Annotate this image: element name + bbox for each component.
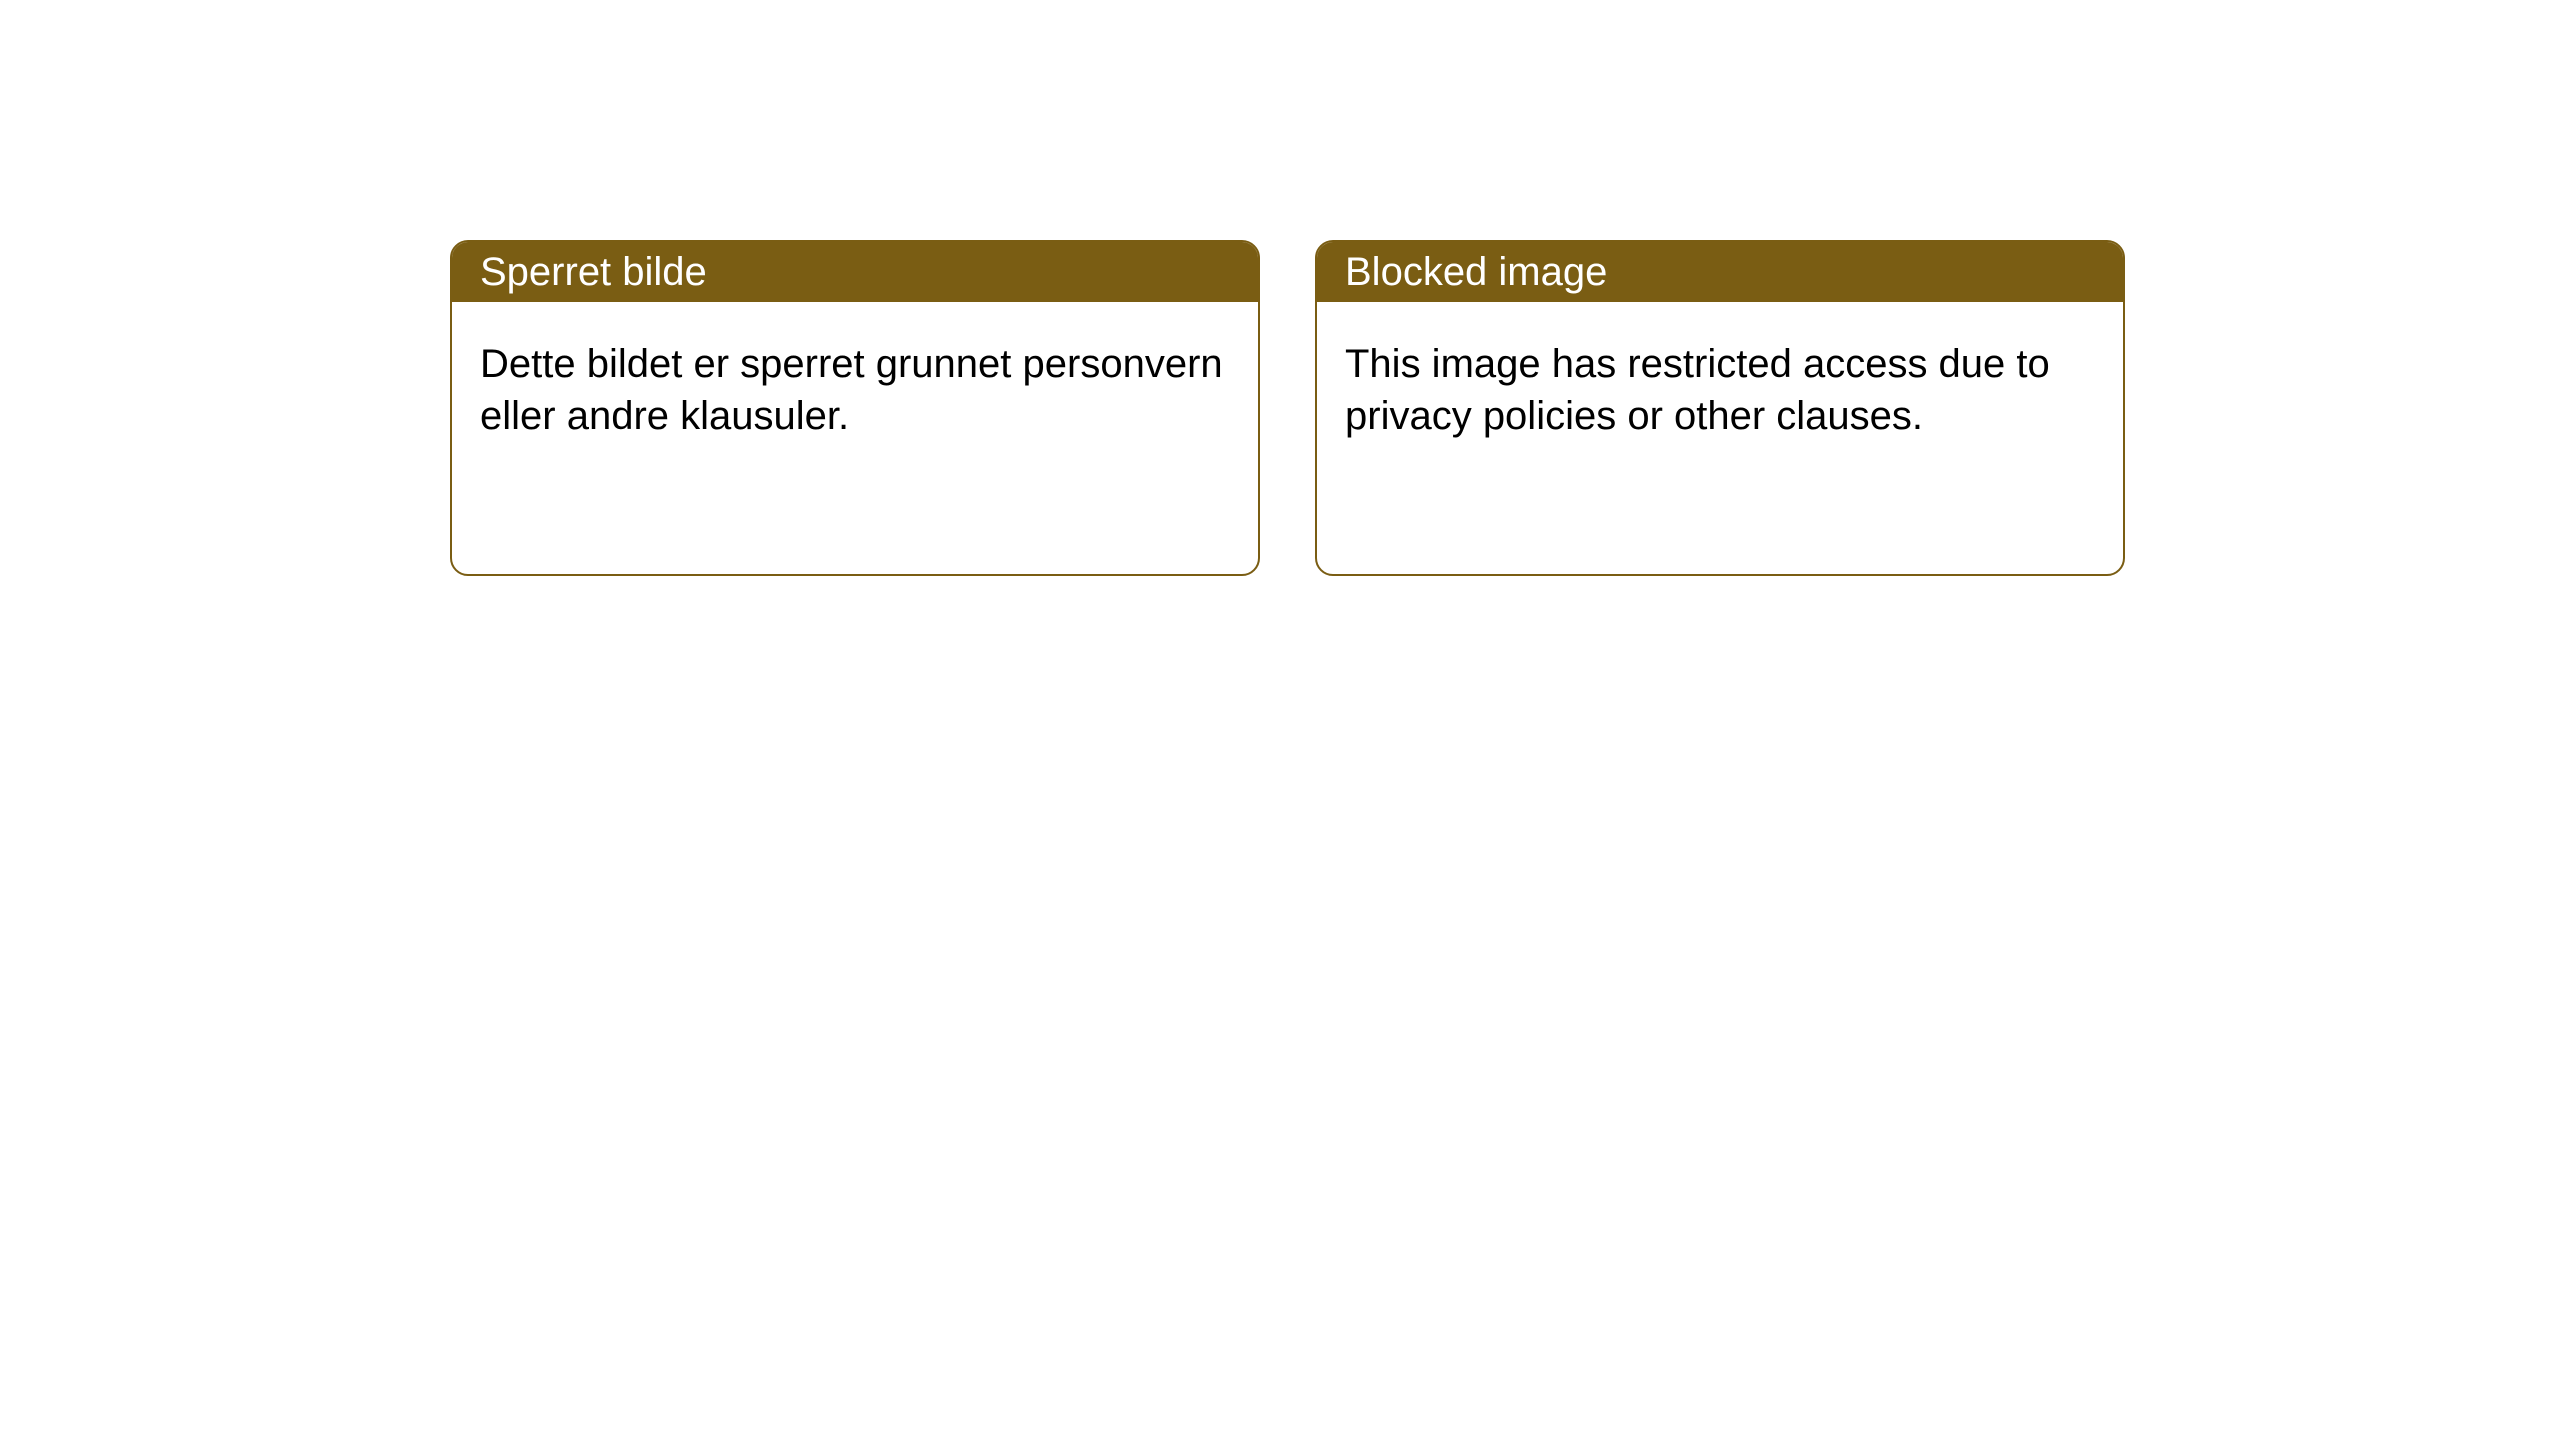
notice-header: Blocked image bbox=[1317, 242, 2123, 302]
notice-title: Blocked image bbox=[1345, 250, 1607, 295]
notice-body: Dette bildet er sperret grunnet personve… bbox=[452, 302, 1258, 478]
notice-container: Sperret bilde Dette bildet er sperret gr… bbox=[0, 0, 2560, 576]
notice-card-norwegian: Sperret bilde Dette bildet er sperret gr… bbox=[450, 240, 1260, 576]
notice-header: Sperret bilde bbox=[452, 242, 1258, 302]
notice-body: This image has restricted access due to … bbox=[1317, 302, 2123, 478]
notice-card-english: Blocked image This image has restricted … bbox=[1315, 240, 2125, 576]
notice-title: Sperret bilde bbox=[480, 250, 707, 295]
notice-body-text: This image has restricted access due to … bbox=[1345, 342, 2050, 438]
notice-body-text: Dette bildet er sperret grunnet personve… bbox=[480, 342, 1223, 438]
